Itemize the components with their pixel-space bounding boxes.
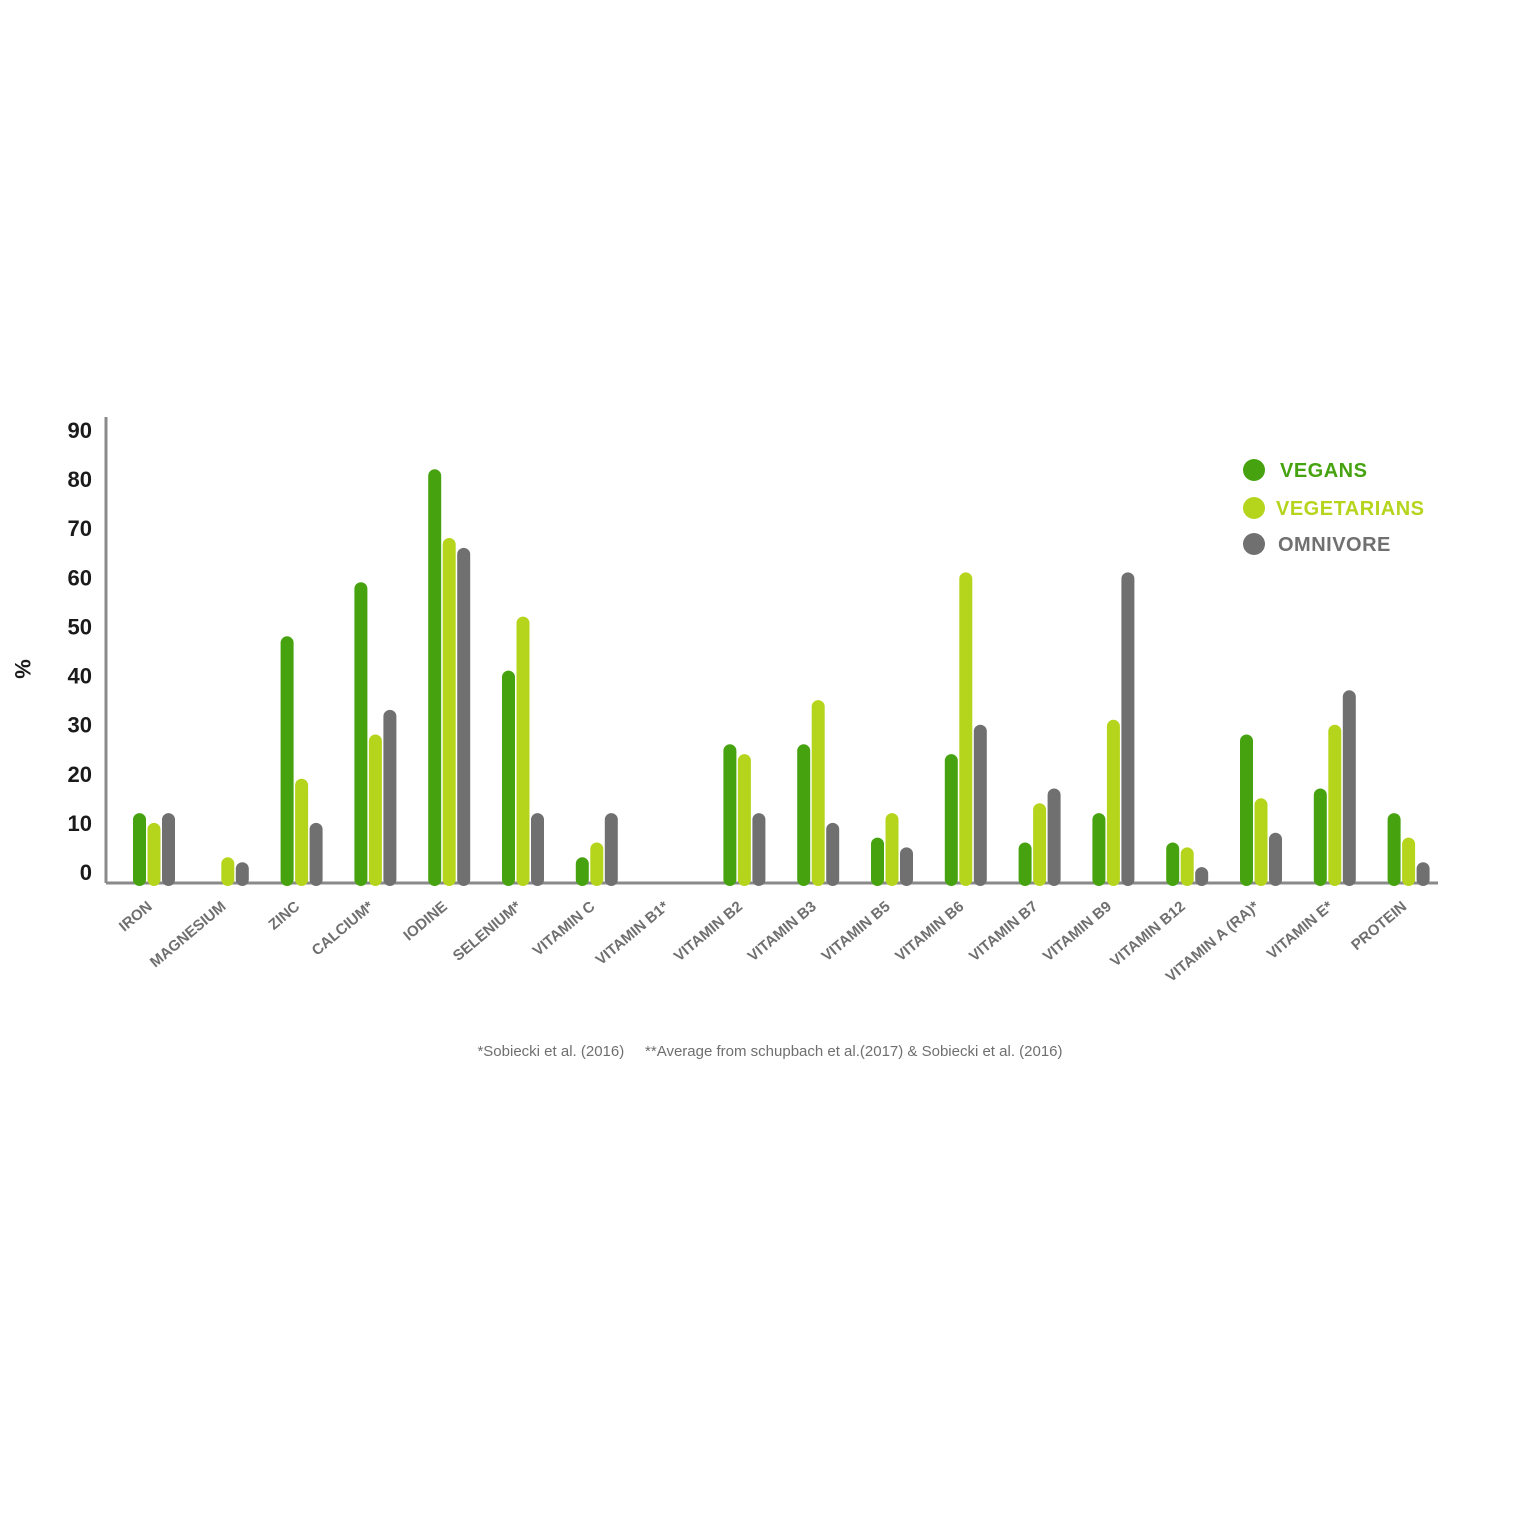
- y-tick-label: 30: [68, 713, 92, 738]
- bar-vegetarians-2: [221, 857, 235, 886]
- bars: [133, 469, 1430, 886]
- bar-omnivore-2: [235, 862, 249, 886]
- bar-omnivore-16: [1269, 832, 1282, 886]
- y-axis-label: %: [10, 659, 35, 679]
- bar-vegetarians-12: [959, 572, 973, 886]
- bar-vegetarians-6: [516, 616, 530, 886]
- bar-omnivore-1: [162, 813, 175, 886]
- bar-omnivore-6: [531, 813, 544, 886]
- legend-marker-vegetarians: [1243, 497, 1265, 519]
- y-tick-label: 70: [68, 516, 92, 541]
- bar-omnivore-13: [1047, 788, 1061, 886]
- bar-vegans-6: [502, 670, 515, 886]
- category-label: VITAMIN B9: [1040, 898, 1115, 965]
- bar-vegetarians-17: [1328, 724, 1342, 886]
- category-label: VITAMIN B7: [966, 898, 1041, 965]
- legend-label-vegetarians: VEGETARIANS: [1276, 498, 1424, 520]
- bar-vegetarians-18: [1402, 837, 1416, 886]
- y-tick-label: 60: [68, 565, 92, 590]
- category-label: SELENIUM*: [450, 898, 525, 965]
- y-tick-label: 20: [68, 762, 92, 787]
- legend-label-omnivore: OMNIVORE: [1278, 534, 1391, 556]
- bar-omnivore-7: [604, 813, 618, 886]
- category-label: VITAMIN B3: [745, 898, 820, 965]
- category-label: VITAMIN C: [530, 898, 599, 960]
- category-label: VITAMIN B2: [671, 898, 746, 965]
- category-label: VITAMIN B6: [892, 898, 967, 965]
- bar-vegetarians-3: [295, 778, 309, 886]
- bar-vegans-18: [1387, 813, 1401, 886]
- category-label: VITAMIN B12: [1107, 898, 1189, 970]
- bar-vegetarians-5: [442, 538, 456, 886]
- category-label: MAGNESIUM: [147, 898, 229, 971]
- bar-omnivore-4: [383, 709, 397, 886]
- bar-vegetarians-7: [590, 842, 604, 886]
- legend-marker-vegans: [1243, 459, 1265, 481]
- bar-vegans-14: [1092, 813, 1106, 886]
- y-tick-labels: 0 10 20 30 40 50 60 70 80 90: [68, 418, 92, 885]
- bar-vegans-11: [871, 837, 884, 886]
- bar-vegans-12: [944, 754, 958, 886]
- bar-vegetarians-15: [1180, 847, 1194, 886]
- bar-omnivore-18: [1416, 862, 1430, 886]
- bar-vegetarians-11: [885, 813, 899, 886]
- category-label: IRON: [116, 898, 156, 935]
- bar-vegetarians-1: [147, 822, 161, 886]
- category-label: PROTEIN: [1348, 898, 1410, 954]
- bar-vegans-5: [428, 469, 442, 886]
- footnote: *Sobiecki et al. (2016) **Average from s…: [477, 1043, 1062, 1060]
- bar-omnivore-9: [752, 813, 766, 886]
- y-tick-label: 90: [68, 418, 92, 443]
- legend-marker-omnivore: [1243, 533, 1265, 555]
- bar-vegans-15: [1166, 842, 1180, 886]
- y-tick-label: 80: [68, 467, 92, 492]
- bar-vegetarians-14: [1106, 719, 1120, 886]
- bar-omnivore-3: [309, 822, 323, 886]
- bar-omnivore-10: [826, 822, 840, 886]
- bar-vegans-1: [133, 813, 146, 886]
- category-label: VITAMIN B1*: [593, 898, 673, 969]
- bar-vegetarians-13: [1033, 803, 1047, 886]
- bar-vegans-17: [1313, 788, 1327, 886]
- bar-vegans-3: [280, 636, 294, 886]
- legend-label-vegans: VEGANS: [1280, 460, 1367, 482]
- axes: [104, 417, 1438, 885]
- category-label: IODINE: [400, 898, 451, 944]
- bar-omnivore-15: [1195, 867, 1209, 886]
- bar-omnivore-14: [1121, 572, 1135, 886]
- bar-vegans-16: [1240, 734, 1253, 886]
- bar-vegans-4: [354, 582, 368, 886]
- category-label: VITAMIN E*: [1264, 898, 1337, 963]
- bar-vegans-7: [575, 857, 589, 886]
- legend: VEGANS VEGETARIANS OMNIVORE: [1243, 459, 1424, 556]
- bar-vegetarians-4: [368, 734, 382, 886]
- y-tick-label: 10: [68, 811, 92, 836]
- bar-vegetarians-9: [737, 754, 751, 886]
- bar-omnivore-11: [900, 847, 913, 886]
- bar-vegetarians-16: [1254, 798, 1268, 886]
- category-label: VITAMIN B5: [818, 898, 893, 965]
- bar-vegetarians-10: [811, 700, 825, 886]
- bar-vegans-13: [1018, 842, 1032, 886]
- bar-omnivore-12: [973, 724, 987, 886]
- bar-omnivore-17: [1342, 690, 1356, 886]
- category-label: ZINC: [265, 898, 303, 934]
- y-tick-label: 40: [68, 664, 92, 689]
- bar-vegans-10: [797, 744, 811, 886]
- bar-vegans-9: [723, 744, 737, 886]
- y-tick-label: 0: [80, 860, 92, 885]
- y-tick-label: 50: [68, 614, 92, 639]
- bar-omnivore-5: [457, 547, 471, 886]
- category-label: CALCIUM*: [309, 898, 377, 959]
